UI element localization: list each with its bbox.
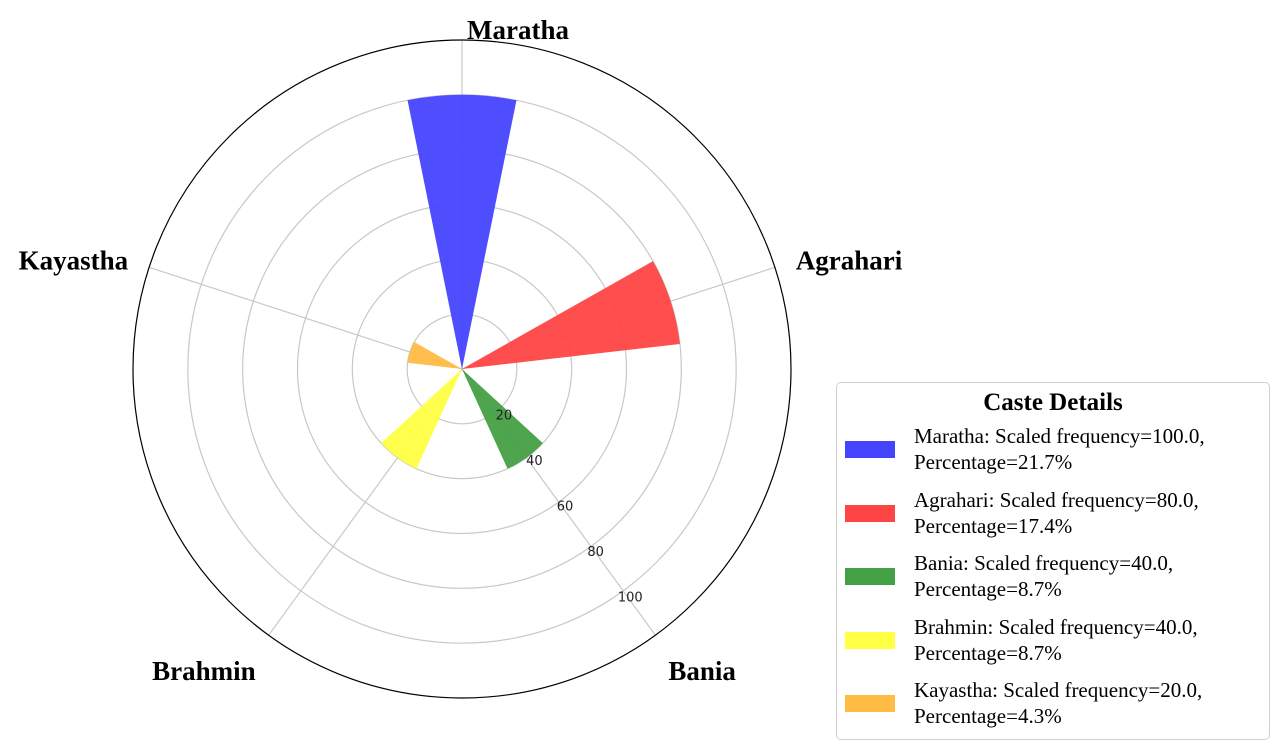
tick-label-60: 60 (557, 500, 574, 515)
legend: Caste Details Maratha: Scaled frequency=… (836, 382, 1270, 740)
legend-line-2: Percentage=8.7% (914, 640, 1062, 665)
category-label-bania: Bania (668, 656, 736, 686)
tick-label-80: 80 (587, 545, 604, 560)
legend-swatch (845, 631, 895, 649)
legend-item: Agrahari: Scaled frequency=80.0, Percenta… (845, 487, 1265, 545)
legend-item: Maratha: Scaled frequency=100.0, Percenta… (845, 423, 1265, 481)
legend-swatch (845, 568, 895, 585)
legend-text: Kayastha: Scaled frequency=20.0, Percenta… (914, 677, 1264, 729)
bar-brahmin (381, 369, 462, 469)
legend-swatch (845, 695, 895, 712)
bar-bania (462, 369, 543, 469)
legend-text: Bania: Scaled frequency=40.0, Percentage=… (914, 550, 1264, 602)
legend-line-2: Percentage=17.4% (914, 513, 1073, 538)
legend-line-1: Brahmin: Scaled frequency=40.0, (914, 614, 1198, 639)
tick-label-100: 100 (618, 591, 643, 606)
category-label-maratha: Maratha (467, 15, 569, 45)
bar-agrahari (462, 261, 680, 369)
legend-item: Kayastha: Scaled frequency=20.0, Percenta… (845, 677, 1265, 735)
legend-item: Brahmin: Scaled frequency=40.0, Percentag… (845, 614, 1265, 672)
legend-line-1: Bania: Scaled frequency=40.0, (914, 551, 1174, 575)
bars (381, 94, 680, 469)
legend-line-1: Kayastha: Scaled frequency=20.0, (914, 678, 1203, 702)
radial-tick-labels: 20 40 60 80 100 (496, 409, 643, 606)
bar-maratha (407, 94, 517, 370)
legend-text: Brahmin: Scaled frequency=40.0, Percentag… (914, 614, 1264, 666)
outer-circle (132, 39, 792, 699)
outer-frame (132, 39, 792, 699)
tick-label-20: 20 (496, 409, 513, 424)
tick-label-40: 40 (526, 454, 543, 469)
category-label-brahmin: Brahmin (152, 656, 256, 686)
category-label-agrahari: Agrahari (796, 246, 903, 276)
legend-line-2: Percentage=21.7% (914, 450, 1073, 474)
legend-title: Caste Details (983, 389, 1123, 416)
legend-line-2: Percentage=4.3% (914, 704, 1062, 728)
legend-text: Maratha: Scaled frequency=100.0, Percenta… (914, 423, 1264, 475)
legend-line-2: Percentage=8.7% (914, 577, 1062, 601)
legend-line-1: Maratha: Scaled frequency=100.0, (914, 424, 1205, 448)
legend-swatch (845, 504, 895, 522)
category-labels: Maratha Agrahari Bania Brahmin Kayastha (19, 15, 903, 686)
legend-line-1: Agrahari: Scaled frequency=80.0, (914, 487, 1199, 512)
legend-item: Bania: Scaled frequency=40.0, Percentage=… (845, 550, 1265, 608)
category-label-kayastha: Kayastha (19, 246, 129, 276)
legend-text: Agrahari: Scaled frequency=80.0, Percenta… (914, 487, 1264, 539)
bar-kayastha (407, 342, 462, 369)
legend-swatch (845, 441, 895, 458)
